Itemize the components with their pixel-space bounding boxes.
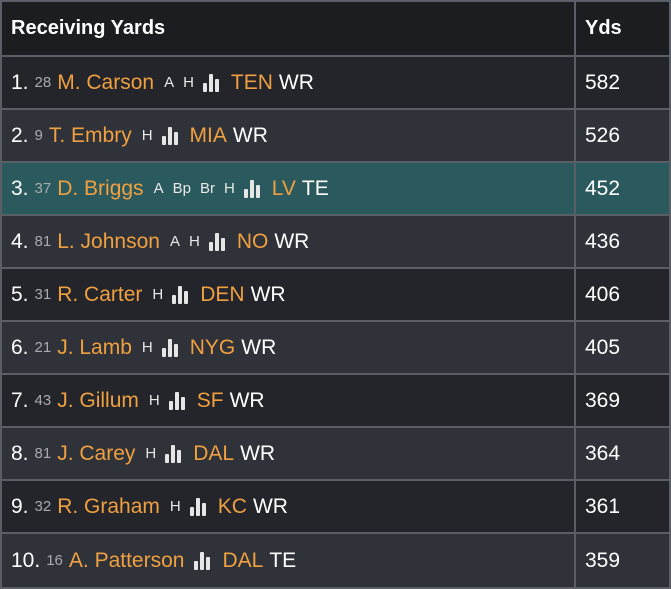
bar-chart-icon[interactable] <box>161 126 178 145</box>
player-tag: H <box>141 127 153 144</box>
rank-label: 5. <box>11 282 29 306</box>
player-tag: H <box>145 445 157 462</box>
player-cell: 8. 81 J. Carey H DAL WR <box>2 428 576 481</box>
team-link[interactable]: SF <box>196 388 224 412</box>
position-label: TE <box>269 548 297 572</box>
rank-label: 6. <box>11 335 29 359</box>
team-link[interactable]: MIA <box>189 123 227 147</box>
yds-value: 452 <box>576 163 669 216</box>
jersey-number: 43 <box>34 392 52 409</box>
player-cell: 9. 32 R. Graham H KC WR <box>2 481 576 534</box>
jersey-number: 16 <box>46 552 63 569</box>
team-link[interactable]: TEN <box>230 70 273 94</box>
player-tag: A <box>153 180 164 197</box>
player-cell: 6. 21 J. Lamb H NYG WR <box>2 322 576 375</box>
player-cell: 3. 37 D. Briggs A Bp Br H LV TE <box>2 163 576 216</box>
player-name-link[interactable]: R. Carter <box>57 282 143 306</box>
player-cell: 1. 28 M. Carson A H TEN WR <box>2 57 576 110</box>
player-name-link[interactable]: M. Carson <box>57 70 155 94</box>
yds-value: 359 <box>576 534 669 587</box>
jersey-number: 81 <box>34 445 52 462</box>
rank-label: 3. <box>11 176 29 200</box>
rank-label: 10. <box>11 548 41 572</box>
player-tag: H <box>141 339 153 356</box>
team-link[interactable]: DAL <box>193 441 235 465</box>
player-tag: H <box>148 392 160 409</box>
jersey-number: 81 <box>34 233 52 250</box>
player-tag: H <box>188 233 200 250</box>
yds-value: 361 <box>576 481 669 534</box>
team-link[interactable]: NO <box>236 229 269 253</box>
team-link[interactable]: NYG <box>189 335 236 359</box>
player-tag: H <box>223 180 235 197</box>
player-tag: A <box>164 74 175 91</box>
player-tag: A <box>169 233 180 250</box>
player-tag: H <box>152 286 164 303</box>
player-name-link[interactable]: D. Briggs <box>57 176 144 200</box>
rank-label: 9. <box>11 494 29 518</box>
bar-chart-icon[interactable] <box>161 338 178 357</box>
player-cell: 5. 31 R. Carter H DEN WR <box>2 269 576 322</box>
player-name-link[interactable]: R. Graham <box>57 494 160 518</box>
jersey-number: 9 <box>34 127 43 144</box>
jersey-number: 28 <box>34 74 52 91</box>
team-link[interactable]: LV <box>271 176 296 200</box>
team-link[interactable]: DAL <box>222 548 264 572</box>
jersey-number: 31 <box>34 286 52 303</box>
yds-value: 405 <box>576 322 669 375</box>
player-cell: 10. 16 A. Patterson DAL TE <box>2 534 576 587</box>
player-cell: 4. 81 L. Johnson A H NO WR <box>2 216 576 269</box>
rank-label: 1. <box>11 70 29 94</box>
bar-chart-icon[interactable] <box>189 497 206 516</box>
player-cell: 7. 43 J. Gillum H SF WR <box>2 375 576 428</box>
position-label: TE <box>301 176 329 200</box>
player-name-link[interactable]: J. Carey <box>57 441 136 465</box>
player-tag: Bp <box>172 180 191 197</box>
rank-label: 4. <box>11 229 29 253</box>
rank-label: 2. <box>11 123 29 147</box>
player-tag: Br <box>199 180 215 197</box>
player-name-link[interactable]: L. Johnson <box>57 229 160 253</box>
position-label: WR <box>241 335 277 359</box>
position-label: WR <box>252 494 288 518</box>
position-label: WR <box>250 282 286 306</box>
position-label: WR <box>274 229 310 253</box>
bar-chart-icon[interactable] <box>202 73 219 92</box>
rank-label: 7. <box>11 388 29 412</box>
bar-chart-icon[interactable] <box>243 179 260 198</box>
bar-chart-icon[interactable] <box>168 391 185 410</box>
jersey-number: 37 <box>34 180 52 197</box>
bar-chart-icon[interactable] <box>172 285 189 304</box>
yds-value: 526 <box>576 110 669 163</box>
yds-value: 406 <box>576 269 669 322</box>
yds-value: 436 <box>576 216 669 269</box>
player-tag: H <box>169 498 181 515</box>
jersey-number: 32 <box>34 498 52 515</box>
table-title: Receiving Yards <box>2 2 576 57</box>
bar-chart-icon[interactable] <box>194 551 211 570</box>
position-label: WR <box>240 441 276 465</box>
team-link[interactable]: KC <box>217 494 247 518</box>
yds-value: 369 <box>576 375 669 428</box>
player-name-link[interactable]: J. Gillum <box>57 388 139 412</box>
player-name-link[interactable]: A. Patterson <box>68 548 185 572</box>
rank-label: 8. <box>11 441 29 465</box>
position-label: WR <box>229 388 265 412</box>
bar-chart-icon[interactable] <box>208 232 225 251</box>
yds-value: 364 <box>576 428 669 481</box>
position-label: WR <box>278 70 314 94</box>
player-cell: 2. 9 T. Embry H MIA WR <box>2 110 576 163</box>
jersey-number: 21 <box>34 339 52 356</box>
player-name-link[interactable]: T. Embry <box>48 123 132 147</box>
yds-column-header: Yds <box>576 2 669 57</box>
yds-value: 582 <box>576 57 669 110</box>
bar-chart-icon[interactable] <box>165 444 182 463</box>
player-tag: H <box>183 74 194 91</box>
player-name-link[interactable]: J. Lamb <box>57 335 132 359</box>
team-link[interactable]: DEN <box>200 282 245 306</box>
position-label: WR <box>232 123 268 147</box>
